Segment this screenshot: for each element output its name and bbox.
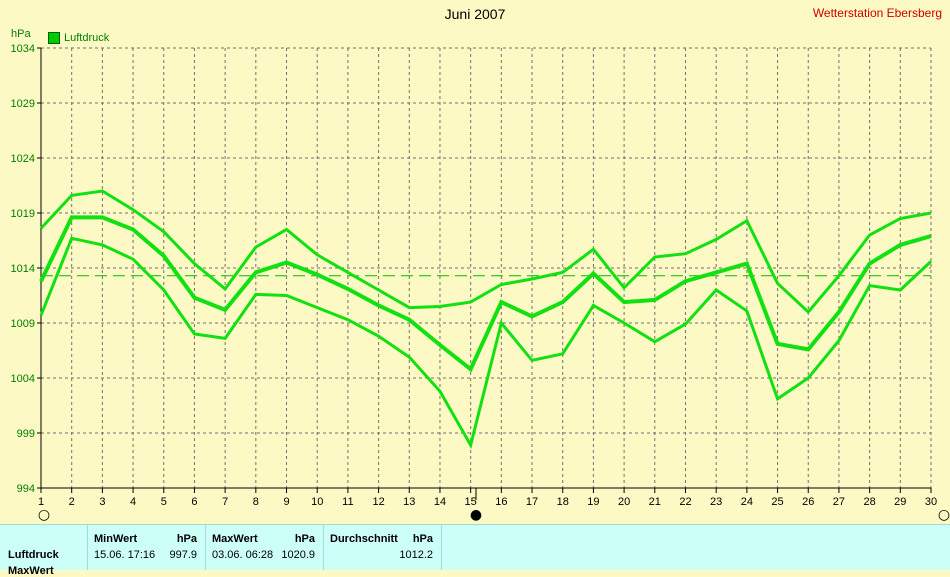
y-tick-label: 1034 [11, 43, 35, 55]
y-tick-label: 1029 [11, 98, 35, 110]
max-column: MaxWert hPa 03.06. 06:28 1020.9 [206, 525, 324, 570]
max-unit: hPa [294, 533, 315, 545]
max-time: 03.06. 06:28 [212, 549, 274, 561]
stats-row-label: Luftdruck [8, 549, 59, 561]
series-line-avg [39, 215, 932, 373]
x-tick-label: 13 [403, 496, 415, 508]
chart-area: 994 999 1004 1009 1014 1019 1024 1029 1034 1 2 3 4 5 6… [11, 6, 950, 523]
x-tick-label: 2 [69, 496, 75, 508]
avg-unit: hPa [412, 533, 433, 545]
x-tick-label: 25 [771, 496, 783, 508]
avg-value: 1012.2 [399, 549, 433, 561]
y-unit-label: hPa [11, 28, 31, 40]
max-header: MaxWert [212, 533, 258, 545]
min-value: 997.9 [169, 549, 197, 561]
x-tick-label: 27 [833, 496, 845, 508]
x-tick-label: 9 [283, 496, 289, 508]
max-value: 1020.9 [281, 549, 315, 561]
x-tick-label: 22 [679, 496, 691, 508]
x-tick-label: 28 [863, 496, 875, 508]
min-unit: hPa [176, 533, 197, 545]
x-tick-label: 3 [99, 496, 105, 508]
y-tick-label: 1024 [11, 153, 35, 165]
x-tick-label: 21 [649, 496, 661, 508]
y-tick-label: 1019 [11, 208, 35, 220]
x-tick-label: 19 [587, 496, 599, 508]
y-tick-label: 1014 [11, 263, 35, 275]
x-tick-label: 10 [311, 496, 323, 508]
x-tick-label: 18 [557, 496, 569, 508]
series-line-min [39, 236, 933, 450]
x-tick-label: 8 [253, 496, 259, 508]
y-tick-label: 1009 [11, 318, 35, 330]
x-tick-label: 17 [526, 496, 538, 508]
x-tick-label: 4 [130, 496, 136, 508]
x-tick-label: 30 [925, 496, 937, 508]
x-tick-label: 16 [495, 496, 507, 508]
min-column: MinWert hPa 15.06. 17:16 997.9 [88, 525, 206, 570]
x-tick-label: 5 [161, 496, 167, 508]
x-tick-label: 23 [710, 496, 722, 508]
start-marker: ○ [38, 507, 50, 523]
series-line-max [39, 189, 932, 315]
stats-panel: Luftdruck MaxWert MinWert hPa 15.06. 17:… [0, 524, 950, 577]
y-tick-label: 999 [17, 428, 35, 440]
current-marker: ● [470, 507, 482, 523]
x-tick-label: 24 [741, 496, 753, 508]
x-tick-label: 11 [342, 496, 353, 508]
x-tick-label: 1 [38, 496, 44, 508]
x-tick-label: 29 [894, 496, 906, 508]
legend: Luftdruck [48, 32, 109, 44]
x-tick-label: 26 [802, 496, 814, 508]
avg-column: Durchschnitt hPa 1012.2 [324, 525, 442, 570]
chart-title: Juni 2007 [444, 6, 506, 22]
min-header: MinWert [94, 533, 138, 545]
x-tick-label: 20 [618, 496, 630, 508]
legend-swatch [48, 32, 60, 44]
legend-label: Luftdruck [64, 32, 110, 44]
avg-header: Durchschnitt [330, 533, 398, 545]
stats-label-column: Luftdruck MaxWert [0, 525, 88, 577]
x-tick-label: 15 [465, 496, 477, 508]
y-tick-label: 994 [17, 483, 35, 495]
y-tick-label: 1004 [11, 373, 35, 385]
x-tick-label: 14 [434, 496, 446, 508]
x-tick-label: 7 [222, 496, 228, 508]
x-tick-label: 6 [191, 496, 197, 508]
x-tick-label: 12 [372, 496, 384, 508]
station-name: Wetterstation Ebersberg [812, 6, 942, 20]
stats-row-label-2: MaxWert [8, 565, 54, 577]
end-marker: ○ [938, 507, 950, 523]
min-time: 15.06. 17:16 [94, 549, 156, 561]
